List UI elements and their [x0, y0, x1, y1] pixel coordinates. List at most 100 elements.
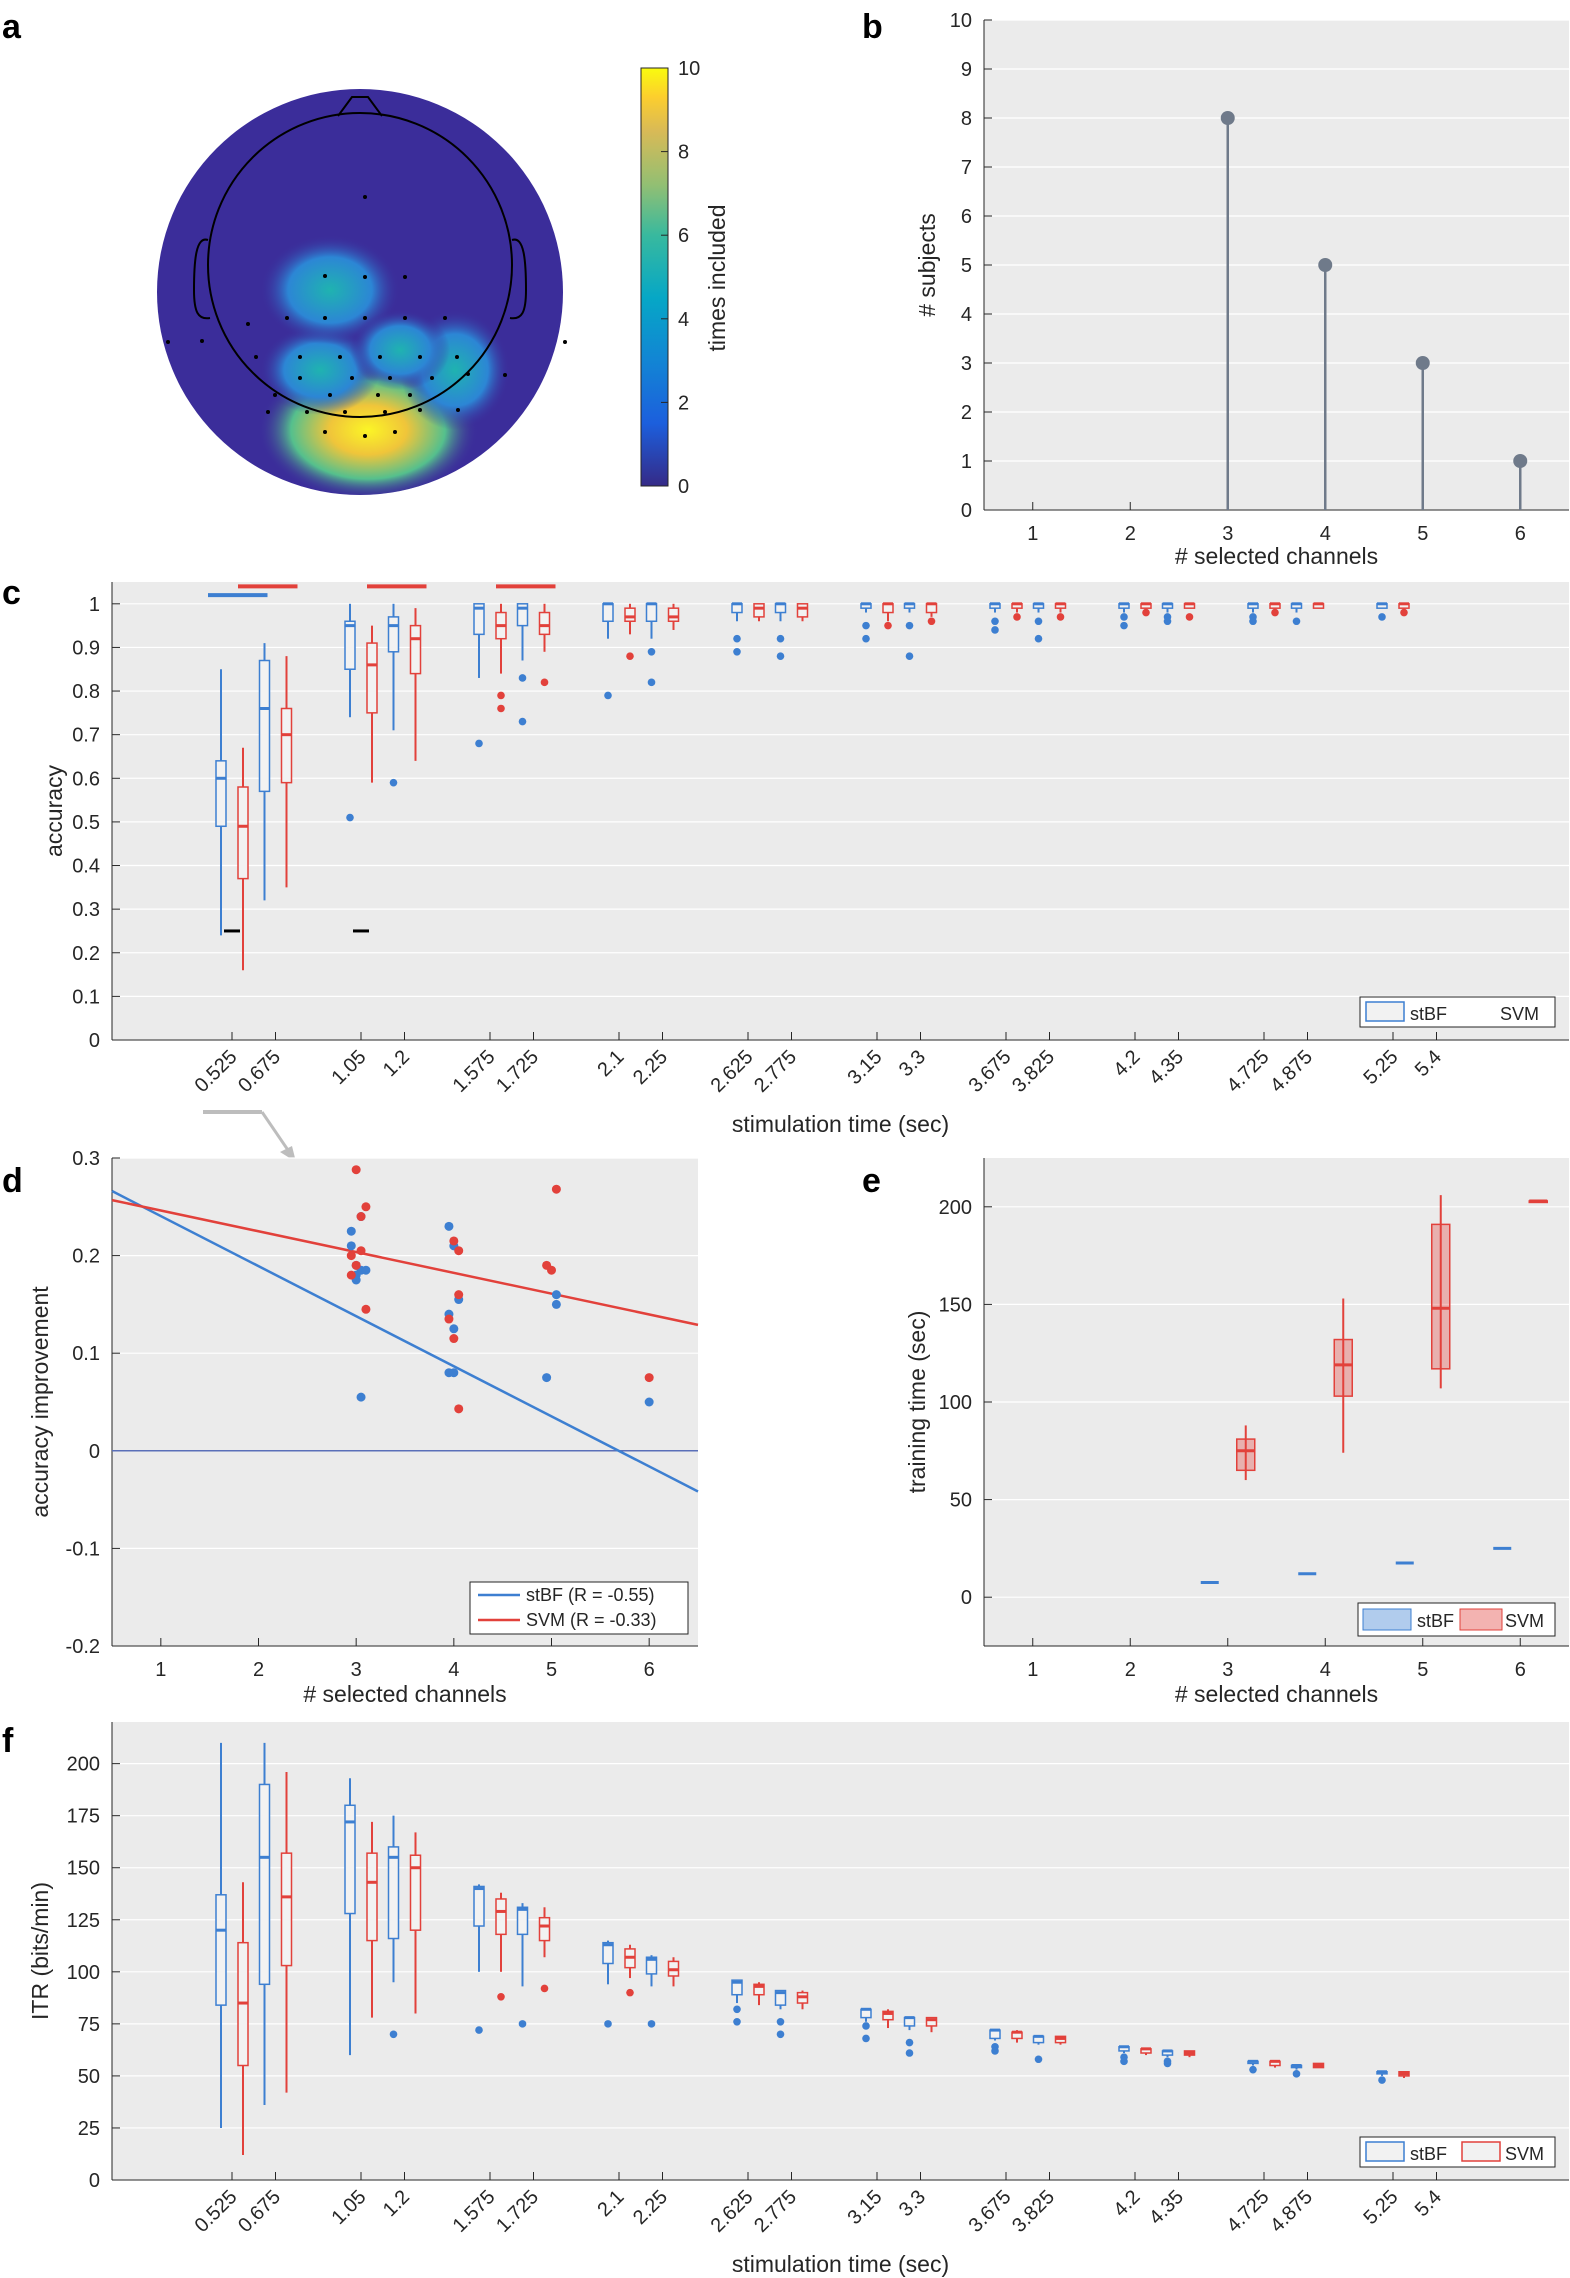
electrode-dot — [376, 393, 380, 397]
panel-label-e: e — [862, 1162, 881, 1200]
electrode-dot — [403, 316, 407, 320]
electrode-dot — [343, 410, 347, 414]
box — [624, 603, 636, 660]
box — [860, 602, 872, 643]
y-tick-label: 8 — [961, 108, 972, 130]
y-tick-label: 0 — [961, 500, 972, 522]
electrode-dot — [298, 355, 302, 359]
box — [882, 602, 894, 630]
box — [237, 1882, 249, 2156]
electrode-dot — [455, 355, 459, 359]
electrode-dot — [363, 195, 367, 199]
colorbar-tick-label: 10 — [678, 58, 700, 80]
scatter-point — [346, 1251, 356, 1261]
panel-c: c 0 0.1 0.2 0.3 0.4 0.5 0.6 0.7 0.8 0.9 1 accuracy 0… — [2, 574, 1569, 1137]
x-tick-label: 1.05 — [327, 2186, 370, 2229]
x-tick-label: 4.35 — [1145, 1046, 1188, 1089]
box — [516, 603, 529, 726]
electrode-dot — [363, 434, 367, 438]
scatter-point — [551, 1184, 561, 1194]
y-tick-label: 100 — [67, 1962, 100, 1984]
y-tick-label: 0 — [89, 1030, 100, 1052]
box — [516, 1903, 529, 2028]
x-tick-label: 6 — [1515, 523, 1526, 545]
electrode-dot — [328, 393, 332, 397]
scatter-point — [644, 1397, 654, 1407]
scatter-point — [444, 1314, 454, 1324]
box — [1528, 1199, 1548, 1204]
legend-label-svm: SVM (R = -0.33) — [526, 1610, 657, 1630]
electrode-dot — [388, 376, 392, 380]
box — [1398, 2070, 1410, 2078]
y-tick-label: 1 — [89, 594, 100, 616]
box-outlier — [518, 674, 527, 682]
axes-background — [112, 582, 1569, 1040]
box-body — [409, 1854, 422, 1931]
box — [753, 603, 765, 622]
box-outlier — [905, 652, 914, 660]
box-outlier — [905, 2038, 914, 2047]
y-tick-label: 0 — [89, 1441, 100, 1463]
box — [344, 603, 356, 822]
box — [731, 602, 743, 656]
box-outlier — [862, 634, 870, 643]
box-outlier — [626, 1988, 634, 1997]
box-outlier — [647, 678, 656, 687]
box-outlier — [991, 617, 999, 626]
box — [753, 1982, 765, 2006]
y-tick-label: 0.1 — [72, 986, 100, 1008]
box-body — [645, 1956, 658, 1975]
electrode-dot — [323, 316, 327, 320]
box — [774, 602, 787, 660]
y-tick-label: -0.2 — [66, 1636, 100, 1658]
y-tick-label: 3 — [961, 353, 972, 375]
box-outlier — [862, 2034, 870, 2043]
x-tick-label: 3 — [351, 1659, 362, 1681]
box-outlier — [497, 704, 505, 713]
x-tick-label: 2.775 — [750, 1046, 801, 1097]
legend: stBF SVM — [1357, 1602, 1556, 1637]
electrode-dot — [363, 275, 367, 279]
y-tick-label: 200 — [67, 1754, 100, 1776]
box-body — [731, 1979, 743, 1996]
scatter-point — [361, 1202, 371, 1212]
scatter-point — [361, 1304, 371, 1314]
box — [1290, 2064, 1303, 2078]
panel-b: b 0 1 2 3 4 5 6 7 8 9 10 # subjects 1 2 3 4 5 6 # selected… — [862, 8, 1569, 569]
box-outlier — [518, 2020, 527, 2028]
electrode-dot — [456, 408, 460, 412]
y-tick-label: 0.6 — [72, 768, 100, 790]
y-tick-label: 5 — [961, 255, 972, 277]
panel-f: f 0 25 50 75 100 125 150 175 200 ITR (bits/min) 0.… — [2, 1722, 1569, 2277]
legend-swatch-svm — [1461, 2141, 1501, 2162]
x-tick-label: 2.625 — [707, 2186, 758, 2237]
x-tick-label: 1.725 — [492, 1046, 543, 1097]
scatter-point — [346, 1226, 356, 1236]
box — [1247, 2059, 1259, 2074]
box-body — [1236, 1438, 1256, 1472]
electrode-dot — [273, 393, 277, 397]
box-outlier — [884, 621, 892, 630]
y-tick-label: 4 — [961, 304, 972, 326]
box-body — [215, 760, 227, 828]
box — [602, 602, 614, 700]
box — [1140, 602, 1152, 617]
box-body — [516, 603, 529, 627]
electrode-dot — [166, 340, 170, 344]
box-body — [774, 1989, 787, 2006]
box — [1140, 2047, 1152, 2056]
legend-swatch-svm — [1459, 1608, 1503, 1631]
box — [1011, 2030, 1023, 2043]
electrode-dot — [363, 316, 367, 320]
box-outlier — [1271, 608, 1279, 617]
box-outlier — [776, 2030, 785, 2039]
scatter-point — [449, 1334, 459, 1344]
y-tick-label: 200 — [939, 1197, 972, 1219]
legend-swatch-stbf — [1365, 2141, 1405, 2162]
x-tick-label: 5.25 — [1359, 2186, 1402, 2229]
scatter-point — [551, 1290, 561, 1300]
y-tick-label: 10 — [950, 10, 972, 32]
box — [344, 1778, 356, 2056]
electrode-dot — [443, 316, 447, 320]
box-outlier — [776, 652, 785, 660]
